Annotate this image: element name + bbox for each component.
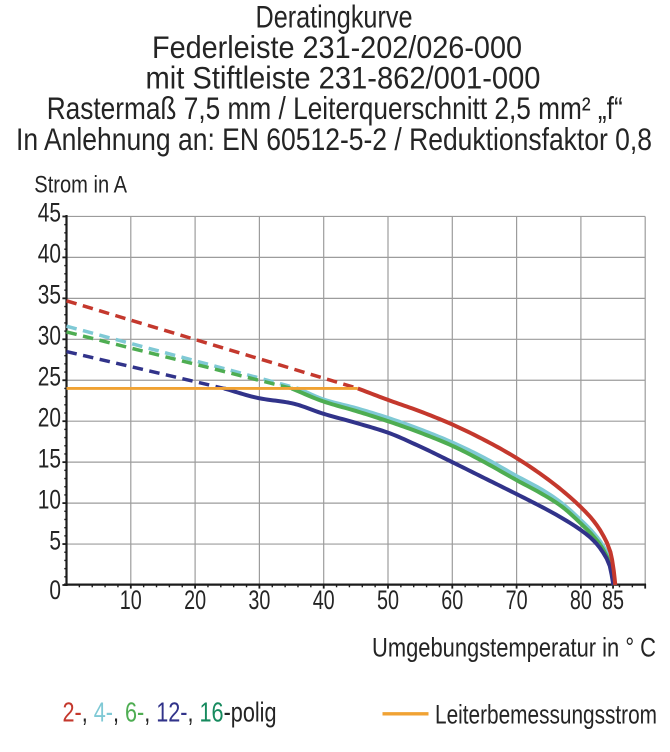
svg-text:45: 45 — [38, 198, 61, 228]
svg-text:30: 30 — [38, 321, 61, 351]
svg-text:mit Stiftleiste 231-862/001-00: mit Stiftleiste 231-862/001-000 — [146, 60, 541, 96]
svg-text:80: 80 — [570, 585, 592, 615]
svg-text:35: 35 — [38, 280, 61, 310]
svg-text:In Anlehnung an: EN 60512-5-2: In Anlehnung an: EN 60512-5-2 / Reduktio… — [16, 121, 652, 157]
svg-text:Leiterbemessungsstrom: Leiterbemessungsstrom — [435, 700, 657, 730]
svg-text:20: 20 — [184, 585, 206, 615]
svg-text:70: 70 — [506, 585, 528, 615]
svg-text:0: 0 — [49, 575, 61, 605]
svg-text:Rastermaß 7,5 mm / Leiterquers: Rastermaß 7,5 mm / Leiterquerschnitt 2,5… — [47, 90, 623, 126]
svg-text:10: 10 — [38, 484, 61, 514]
svg-text:50: 50 — [377, 585, 399, 615]
svg-text:25: 25 — [38, 361, 61, 391]
svg-text:60: 60 — [441, 585, 463, 615]
svg-text:5: 5 — [49, 525, 61, 555]
svg-text:40: 40 — [313, 585, 335, 615]
svg-text:2-, 4-, 6-, 12-, 16-polig: 2-, 4-, 6-, 12-, 16-polig — [63, 697, 277, 728]
svg-text:85: 85 — [602, 585, 624, 615]
svg-text:Federleiste 231-202/026-000: Federleiste 231-202/026-000 — [152, 29, 522, 65]
svg-text:30: 30 — [248, 585, 270, 615]
svg-text:10: 10 — [120, 585, 142, 615]
svg-text:Deratingkurve: Deratingkurve — [256, 0, 413, 35]
svg-text:20: 20 — [38, 402, 61, 432]
svg-text:40: 40 — [38, 239, 61, 269]
svg-text:Strom in A: Strom in A — [34, 172, 127, 199]
svg-text:Umgebungstemperatur in ° C: Umgebungstemperatur in ° C — [372, 633, 656, 663]
svg-text:15: 15 — [38, 443, 61, 473]
